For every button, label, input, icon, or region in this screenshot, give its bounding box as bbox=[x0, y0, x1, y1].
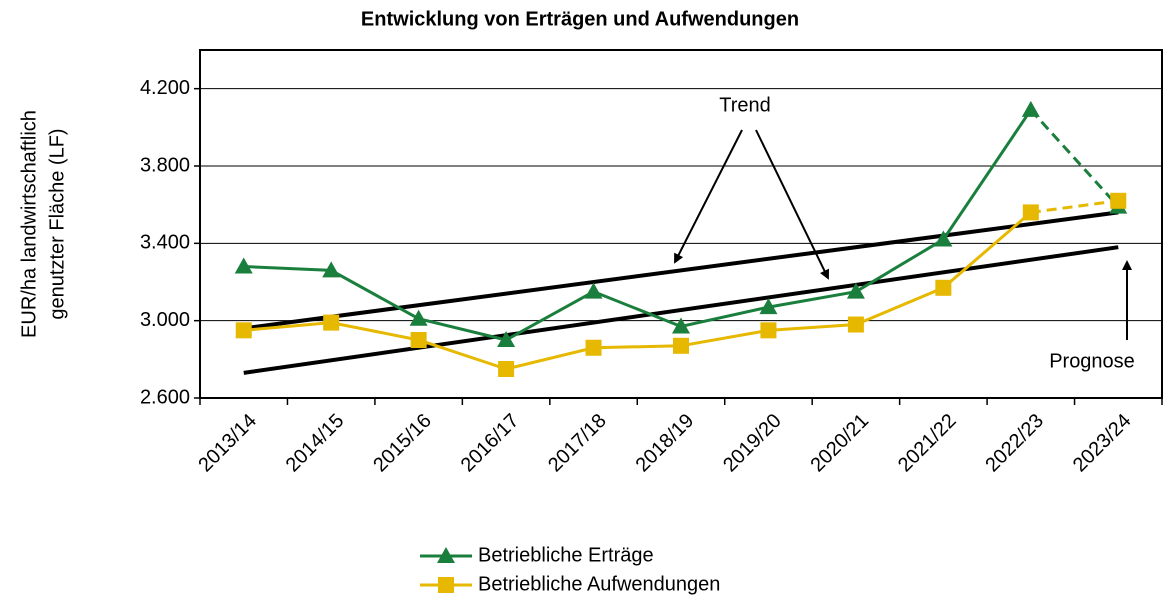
chart-title: Entwicklung von Erträgen und Aufwendunge… bbox=[361, 8, 799, 30]
marker bbox=[935, 279, 952, 296]
y-tick-label: 2.600 bbox=[140, 386, 190, 408]
marker bbox=[584, 282, 603, 299]
y-tick-label: 3.000 bbox=[140, 309, 190, 331]
x-tick-label: 2013/14 bbox=[194, 410, 261, 477]
y-axis-label: genutzter Fläche (LF) bbox=[46, 128, 68, 319]
y-tick-label: 4.200 bbox=[140, 77, 190, 99]
marker bbox=[322, 261, 341, 278]
x-tick-label: 2022/23 bbox=[981, 410, 1048, 477]
marker bbox=[1022, 204, 1039, 221]
forecast-line bbox=[1029, 108, 1120, 208]
marker bbox=[672, 317, 690, 334]
x-tick-label: 2015/16 bbox=[369, 410, 436, 477]
trend-line bbox=[243, 210, 1119, 331]
series-line bbox=[243, 109, 1033, 342]
marker bbox=[438, 577, 454, 593]
annotation: Trend bbox=[719, 94, 771, 116]
marker bbox=[234, 257, 253, 274]
x-tick-label: 2020/21 bbox=[807, 410, 874, 477]
y-tick-label: 3.400 bbox=[140, 232, 190, 254]
series-line bbox=[243, 211, 1032, 371]
marker bbox=[323, 314, 340, 331]
legend-label: Betriebliche Aufwendungen bbox=[478, 573, 720, 595]
x-tick-label: 2014/15 bbox=[282, 410, 349, 477]
plot-frame bbox=[199, 49, 1163, 399]
marker bbox=[235, 322, 252, 339]
marker bbox=[409, 309, 428, 326]
forecast-line bbox=[1030, 199, 1119, 214]
trend-arrow bbox=[674, 129, 743, 264]
marker bbox=[498, 361, 515, 377]
marker bbox=[934, 230, 953, 247]
y-axis-label: EUR/ha landwirtschaftlich bbox=[18, 110, 40, 338]
x-tick-label: 2016/17 bbox=[457, 410, 524, 477]
x-tick-label: 2023/24 bbox=[1069, 410, 1136, 477]
x-tick-label: 2019/20 bbox=[719, 410, 786, 477]
annotation: Prognose bbox=[1049, 350, 1135, 372]
marker bbox=[760, 322, 777, 339]
x-tick-label: 2017/18 bbox=[544, 410, 611, 477]
marker bbox=[1110, 192, 1127, 209]
x-tick-label: 2021/22 bbox=[894, 410, 961, 477]
legend-label: Betriebliche Erträge bbox=[478, 544, 654, 566]
marker bbox=[847, 316, 864, 333]
x-tick-label: 2018/19 bbox=[632, 410, 699, 477]
marker bbox=[759, 298, 778, 315]
marker bbox=[1021, 100, 1040, 117]
trend-line bbox=[243, 245, 1119, 375]
marker bbox=[410, 332, 427, 348]
marker bbox=[437, 547, 455, 563]
y-tick-label: 3.800 bbox=[140, 154, 190, 176]
marker bbox=[673, 337, 689, 354]
marker bbox=[846, 282, 865, 299]
marker bbox=[497, 331, 516, 347]
marker bbox=[585, 339, 602, 356]
